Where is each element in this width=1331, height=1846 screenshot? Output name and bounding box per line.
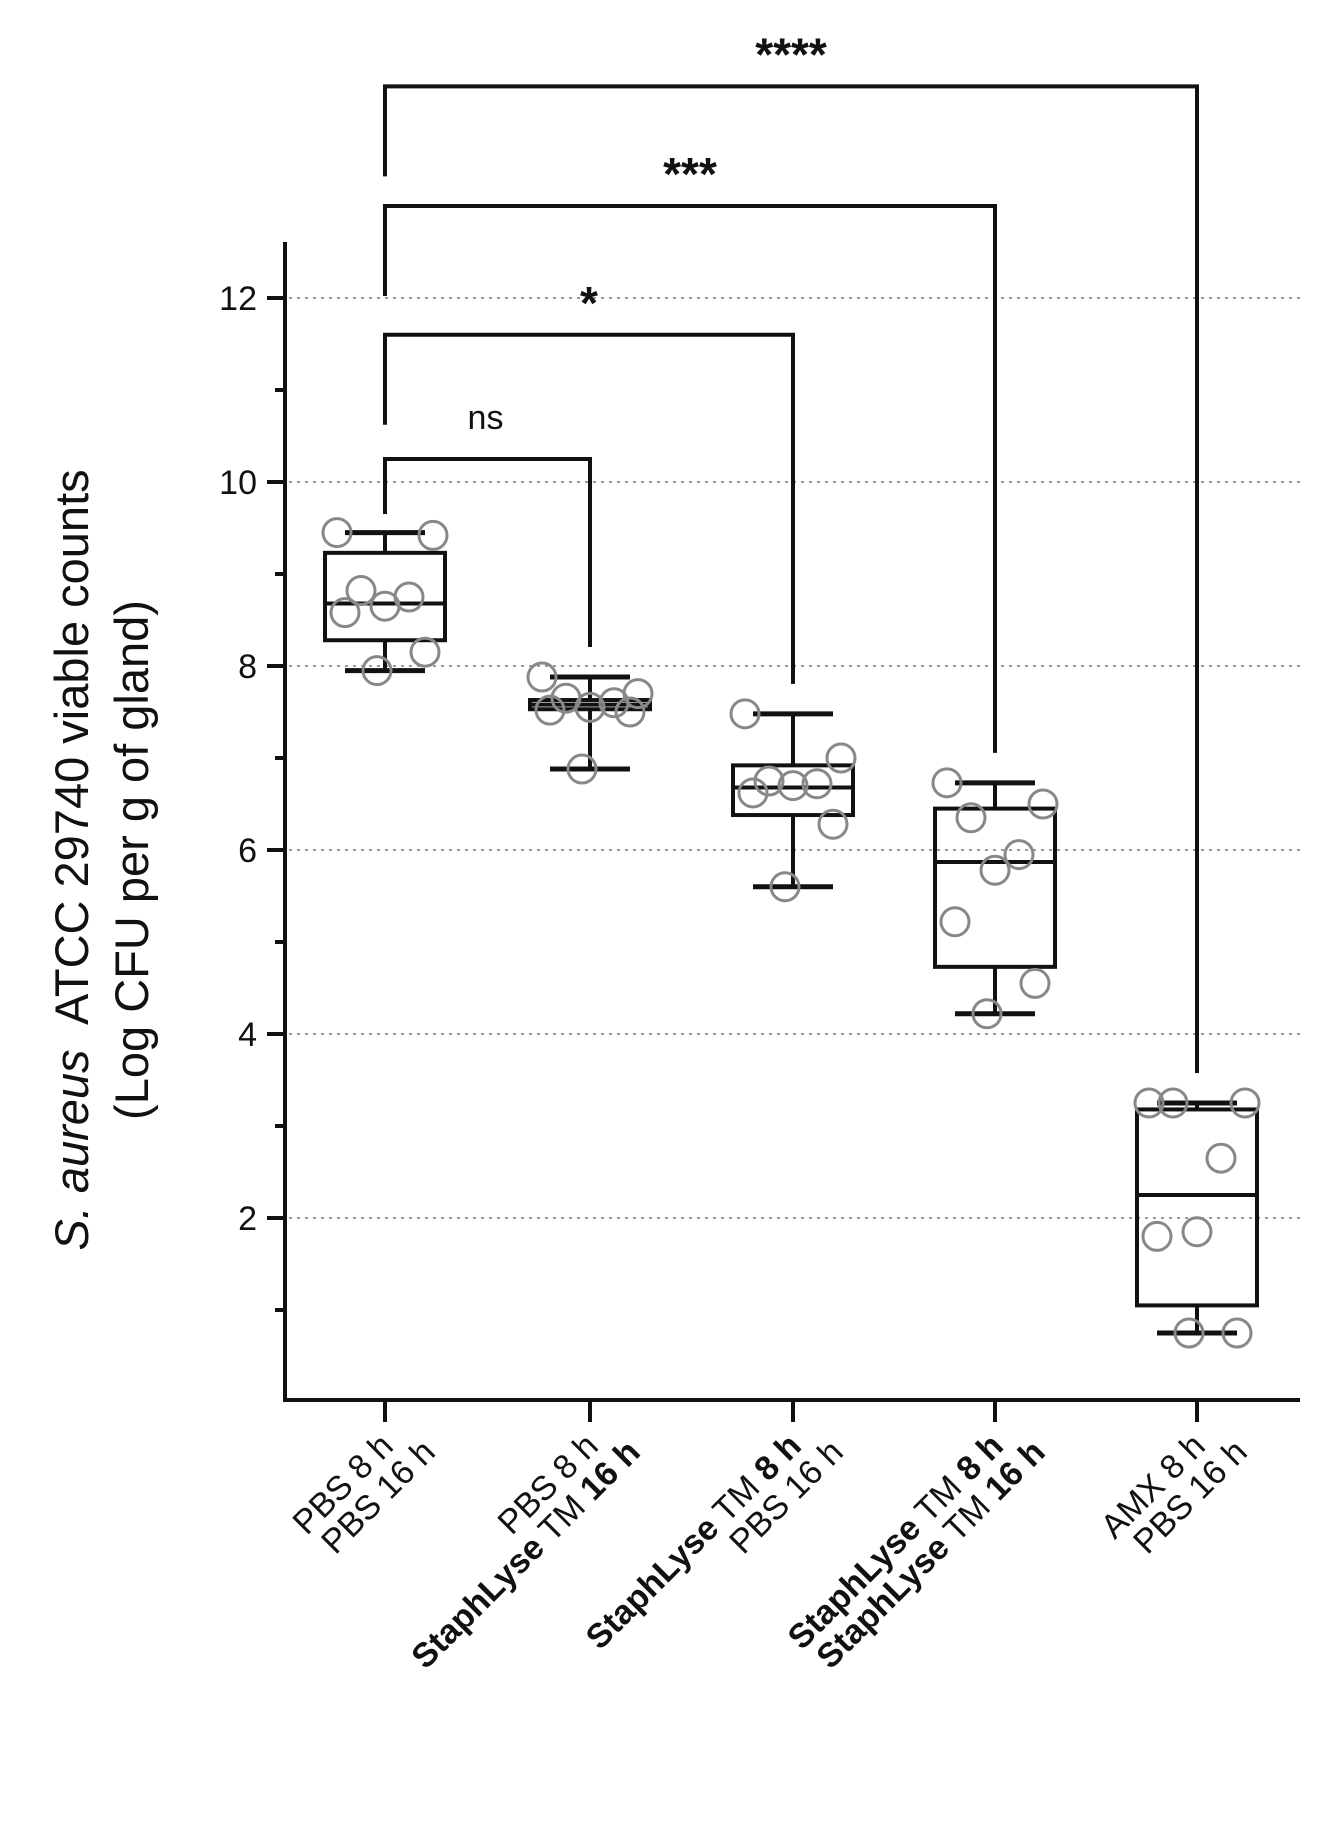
significance-label: ns [468,399,504,437]
data-point [825,742,857,774]
data-point [417,519,449,551]
data-point [777,770,809,802]
bracket-line [383,332,795,684]
box-group-3 [729,698,857,903]
data-point [1205,1142,1237,1174]
data-point [971,998,1003,1030]
data-point [1027,788,1059,820]
data-point [737,777,769,809]
significance-label: *** [663,148,717,200]
data-point [526,661,558,693]
bracket-star: * [383,277,795,684]
data-point [321,517,353,549]
y-tick-label-2: 2 [238,1200,257,1238]
box [731,763,855,818]
box [933,806,1057,969]
box-group-4 [931,767,1059,1030]
data-point [1181,1216,1213,1248]
y-axis-label-line2: (Log CFU per g of gland) [105,600,158,1120]
data-point [1157,1087,1189,1119]
bracket-starstarstar: *** [383,148,997,753]
data-point [1133,1087,1165,1119]
data-point [566,753,598,785]
data-point [329,597,361,629]
bracket-starstarstarstar: **** [383,28,1199,1073]
data-point [1141,1220,1173,1252]
box [323,550,447,643]
bracket-ns: ns [383,399,592,648]
box-group-5 [1133,1087,1261,1349]
data-point [955,802,987,834]
data-point [769,871,801,903]
bracket-line [383,457,592,648]
y-tick-label-4: 4 [238,1016,257,1054]
data-point [729,698,761,730]
y-tick-labels: 2 4 6 8 10 12 [219,280,257,1238]
box-group-2 [526,661,654,785]
box-plots [321,517,1261,1349]
box [1135,1107,1259,1308]
data-point [598,687,630,719]
bracket-line [383,204,997,753]
y-tick-label-12: 12 [219,280,257,318]
y-axis-label-line1: S. aureus ATCC 29740 viable counts [45,469,98,1250]
data-point [345,575,377,607]
y-tick-label-8: 8 [238,648,257,686]
label-part-bold: StaphLyse [404,1529,552,1677]
y-tick-label-6: 6 [238,832,257,870]
bracket-line [383,84,1199,1073]
data-point [1003,839,1035,871]
data-point [753,765,785,797]
data-point [361,655,393,687]
y-tick-label-10: 10 [219,464,257,502]
data-point [1221,1317,1253,1349]
significance-brackets: ns******** [383,28,1199,1073]
significance-label: * [580,277,598,329]
x-label-line-2: StaphLyse TM 16 h [809,1433,1052,1676]
data-point [979,854,1011,886]
axes [267,242,1300,1422]
data-point [574,691,606,723]
data-point [939,906,971,938]
data-point [409,636,441,668]
data-point [1173,1317,1205,1349]
data-point [817,808,849,840]
data-point [1229,1087,1261,1119]
data-point [1019,967,1051,999]
data-point [801,768,833,800]
significance-label: **** [755,28,827,80]
box-group-1 [321,517,449,687]
data-point [534,694,566,726]
data-point [614,696,646,728]
data-point [369,590,401,622]
data-point [931,767,963,799]
label-part-bold: StaphLyse [579,1509,727,1657]
